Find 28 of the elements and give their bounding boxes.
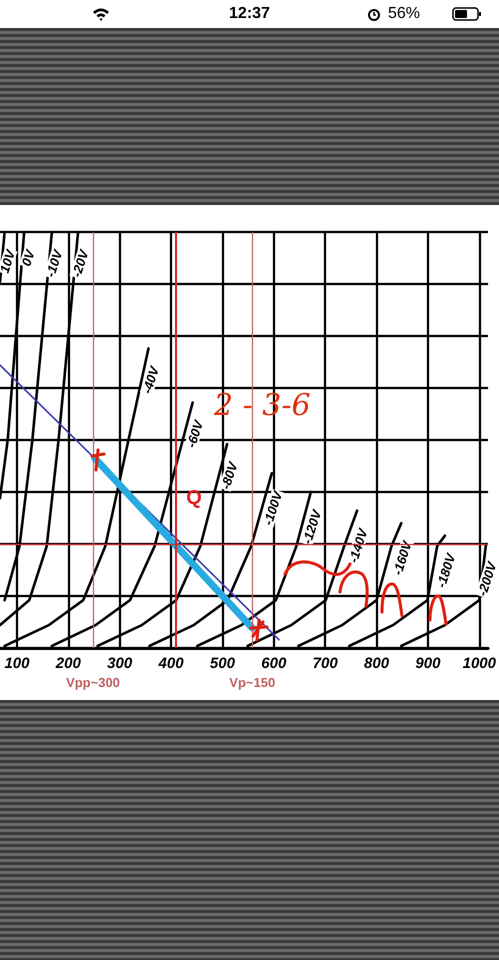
text: 10V: [0, 246, 18, 275]
x-tick-label: 600: [261, 655, 287, 672]
x-tick-label: 400: [158, 655, 184, 672]
text: -140V: [346, 526, 371, 564]
text: -120V: [299, 506, 325, 546]
text: -100V: [260, 488, 286, 528]
x-tick-label: 500: [210, 655, 236, 672]
x-tick-label: 200: [54, 655, 82, 672]
text: 12:37: [229, 5, 270, 22]
x-tick-label: 300: [107, 655, 133, 672]
x-tick-label: 800: [364, 655, 390, 672]
x-tick-label: 700: [312, 655, 338, 672]
text: -160V: [390, 538, 416, 577]
x-tick-label: 100: [4, 655, 30, 672]
ref-line-label: Vp~150: [229, 675, 276, 690]
text: 0V: [18, 246, 38, 268]
text: -10V: [42, 246, 66, 279]
text: -80V: [218, 459, 241, 492]
text: -200V: [474, 558, 499, 598]
text: 56%: [388, 5, 420, 23]
text: -20V: [68, 246, 92, 279]
text: -40V: [139, 363, 162, 396]
ref-line-label: Q: [186, 487, 202, 509]
x-tick-label: 1000: [462, 655, 497, 672]
text: -180V: [433, 550, 459, 590]
x-tick-label: 900: [415, 655, 442, 672]
ref-line-label: Vpp~300: [66, 675, 120, 690]
text: -60V: [183, 417, 207, 450]
